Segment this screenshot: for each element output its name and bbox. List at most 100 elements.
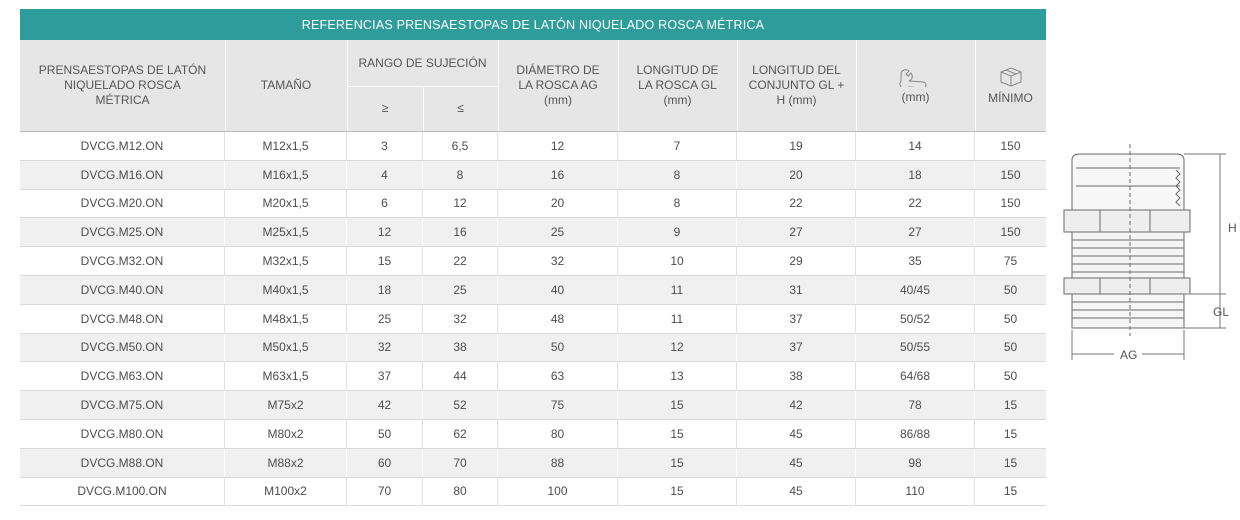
cell-ref: DVCG.M50.ON — [20, 333, 225, 362]
cell-total-length: 27 — [737, 218, 856, 247]
wrench-icon — [899, 68, 926, 87]
cell-total-length: 45 — [737, 477, 856, 506]
cell-range-max: 32 — [423, 304, 498, 333]
cell-ref: DVCG.M80.ON — [20, 419, 225, 448]
cell-ref: DVCG.M48.ON — [20, 304, 225, 333]
cell-range-max: 62 — [423, 419, 498, 448]
cell-wrench-size: 50/55 — [856, 333, 975, 362]
table-row: DVCG.M48.ON M48x1,5 25 32 48 11 37 50/52 50 — [20, 304, 1046, 334]
cell-range-max: 52 — [423, 391, 498, 419]
cell-wrench-size: 14 — [856, 132, 975, 160]
cell-size: M40x1,5 — [225, 275, 347, 304]
table-row: DVCG.M75.ON M75x2 42 52 75 15 42 78 15 — [20, 391, 1046, 420]
cell-minimum: 150 — [1000, 225, 1021, 240]
cell-total-length: 38 — [737, 362, 856, 391]
cell-total-length: 42 — [737, 391, 856, 419]
table-row: DVCG.M40.ON M40x1,5 18 25 40 11 31 40/45 50 — [20, 275, 1046, 305]
cell-range-min: 70 — [347, 477, 423, 506]
table-row: DVCG.M32.ON M32x1,5 15 22 32 10 29 35 75 — [20, 247, 1046, 276]
cell-minimum: 50 — [1003, 340, 1018, 355]
box-icon — [1000, 66, 1021, 87]
cell-range-min: 37 — [347, 362, 423, 391]
dimension-h-label: H — [1228, 221, 1237, 235]
gland-drawing — [1063, 144, 1191, 336]
cell-ref: DVCG.M16.ON — [20, 160, 225, 189]
cell-ref: DVCG.M12.ON — [20, 132, 225, 160]
cell-total-length: 22 — [737, 189, 856, 218]
cell-diameter: 48 — [498, 304, 618, 333]
cell-range-max: 70 — [423, 448, 498, 477]
cell-total-length: 31 — [737, 275, 856, 304]
cell-thread-length: 11 — [618, 275, 737, 304]
table-row: DVCG.M50.ON M50x1,5 32 38 50 12 37 50/55 50 — [20, 333, 1046, 363]
cell-diameter: 12 — [498, 132, 618, 160]
cell-size: M20x1,5 — [225, 189, 347, 218]
cell-diameter: 63 — [498, 362, 618, 391]
cell-minimum: 150 — [1000, 196, 1021, 211]
cell-minimum: 15 — [1003, 455, 1018, 470]
header-range-max: ≤ — [457, 101, 464, 115]
cell-wrench-size: 86/88 — [856, 419, 975, 448]
header-thread-diameter: DIÁMETRO DE LA ROSCA AG (mm) — [516, 63, 600, 107]
table-row: DVCG.M63.ON M63x1,5 37 44 63 13 38 64/68 50 — [20, 362, 1046, 392]
cell-wrench-size: 50/52 — [856, 304, 975, 333]
cell-diameter: 25 — [498, 218, 618, 247]
cell-minimum: 50 — [1003, 311, 1018, 326]
cell-diameter: 75 — [498, 391, 618, 419]
cell-minimum: 15 — [1003, 398, 1018, 413]
cell-total-length: 37 — [737, 333, 856, 362]
cell-range-max: 16 — [423, 218, 498, 247]
cell-wrench-size: 27 — [856, 218, 975, 247]
cell-minimum: 50 — [1003, 369, 1018, 384]
cell-range-min: 3 — [347, 132, 423, 160]
cell-wrench-size: 110 — [856, 477, 975, 506]
cell-diameter: 32 — [498, 247, 618, 275]
cell-range-min: 50 — [347, 419, 423, 448]
cell-total-length: 19 — [737, 132, 856, 160]
table-row: DVCG.M88.ON M88x2 60 70 88 15 45 98 15 — [20, 448, 1046, 478]
table-row: DVCG.M80.ON M80x2 50 62 80 15 45 86/88 15 — [20, 419, 1046, 449]
cable-gland-table: REFERENCIAS PRENSAESTOPAS DE LATÓN NIQUE… — [20, 9, 1046, 507]
header-size: TAMAÑO — [260, 78, 312, 92]
cell-wrench-size: 64/68 — [856, 362, 975, 391]
cell-thread-length: 15 — [618, 477, 737, 506]
cell-wrench-size: 35 — [856, 247, 975, 275]
cell-diameter: 40 — [498, 275, 618, 304]
cell-wrench-size: 22 — [856, 189, 975, 218]
cell-minimum: 50 — [1003, 282, 1018, 297]
cell-ref: DVCG.M25.ON — [20, 218, 225, 247]
cell-thread-length: 10 — [618, 247, 737, 275]
cell-ref: DVCG.M32.ON — [20, 247, 225, 275]
header-minimum: MÍNIMO — [975, 40, 1046, 131]
cell-size: M16x1,5 — [225, 160, 347, 189]
cell-range-min: 60 — [347, 448, 423, 477]
cell-minimum: 15 — [1003, 426, 1018, 441]
cell-range-max: 12 — [423, 189, 498, 218]
cell-diameter: 88 — [498, 448, 618, 477]
dimension-ag-label: AG — [1120, 348, 1137, 362]
cell-thread-length: 11 — [618, 304, 737, 333]
cell-size: M80x2 — [225, 419, 347, 448]
cell-range-max: 80 — [423, 477, 498, 506]
cell-range-max: 44 — [423, 362, 498, 391]
header-thread-length: LONGITUD DE LA ROSCA GL (mm) — [636, 63, 719, 107]
cell-wrench-size: 40/45 — [856, 275, 975, 304]
cell-total-length: 29 — [737, 247, 856, 275]
cell-ref: DVCG.M20.ON — [20, 189, 225, 218]
cell-range-min: 6 — [347, 189, 423, 218]
cell-size: M48x1,5 — [225, 304, 347, 333]
table-row: DVCG.M100.ON M100x2 70 80 100 15 45 110 15 — [20, 477, 1046, 507]
cell-total-length: 45 — [737, 448, 856, 477]
header-wrench-size: (mm) — [856, 40, 975, 131]
cell-wrench-size: 78 — [856, 391, 975, 419]
cell-total-length: 20 — [737, 160, 856, 189]
cell-total-length: 37 — [737, 304, 856, 333]
cell-minimum: 15 — [1003, 484, 1018, 499]
cell-range-min: 42 — [347, 391, 423, 419]
cell-diameter: 16 — [498, 160, 618, 189]
cell-thread-length: 9 — [618, 218, 737, 247]
cell-range-max: 25 — [423, 275, 498, 304]
cell-thread-length: 15 — [618, 391, 737, 419]
cell-size: M12x1,5 — [225, 132, 347, 160]
cable-gland-diagram: H GL AG — [1063, 144, 1237, 362]
